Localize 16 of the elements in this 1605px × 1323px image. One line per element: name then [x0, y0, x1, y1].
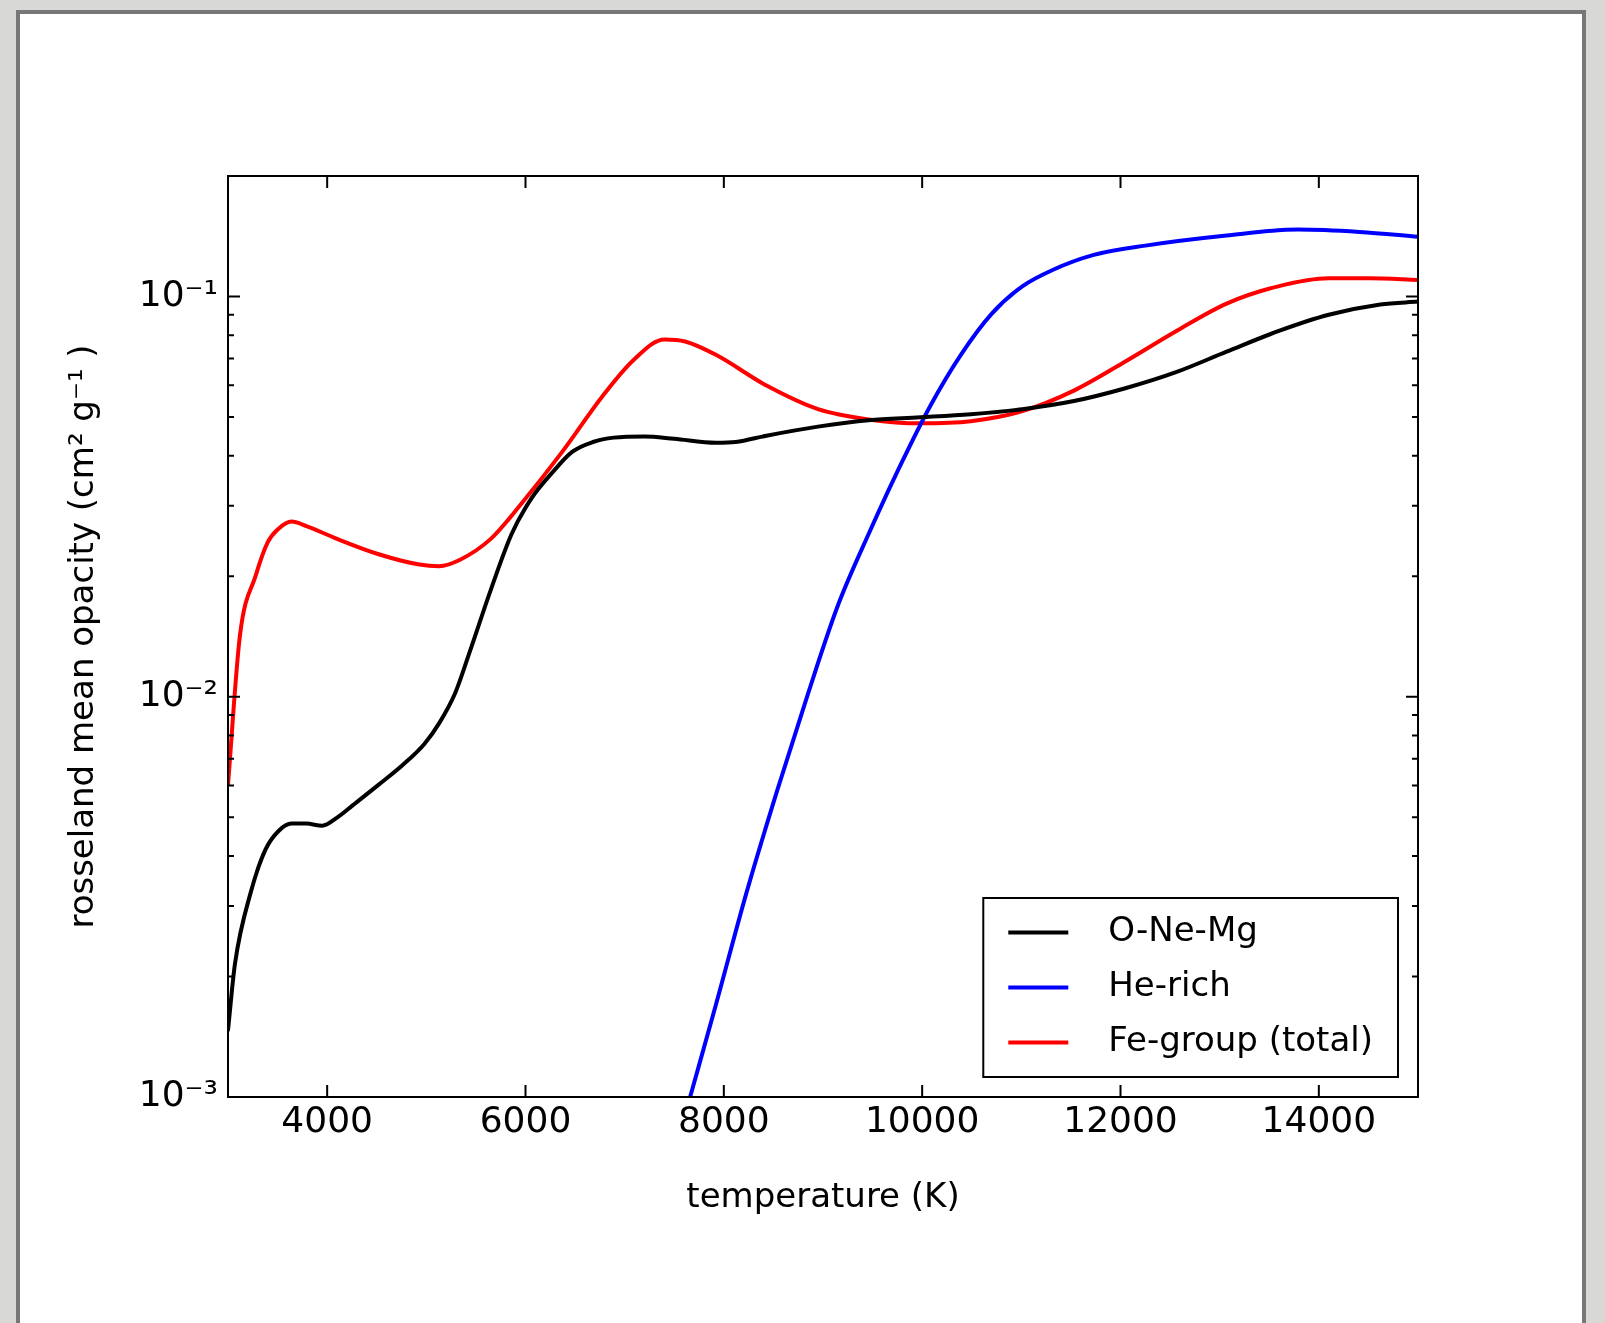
x-tick-label: 6000 — [479, 1098, 572, 1140]
x-tick-label: 12000 — [1063, 1098, 1178, 1140]
y-axis-title: rosseland mean opacity (cm² g⁻¹ ) — [61, 344, 102, 929]
line-series — [228, 276, 1418, 787]
y-tick-label: 10⁻¹ — [138, 272, 218, 314]
legend-label: Fe-group (total) — [1108, 1019, 1374, 1060]
x-axis-title: temperature (K) — [686, 1175, 960, 1216]
x-tick-label: 10000 — [864, 1098, 980, 1140]
x-tick-label: 4000 — [281, 1098, 373, 1140]
y-tick-label: 10⁻² — [138, 673, 218, 715]
x-tick-label: 14000 — [1261, 1098, 1377, 1140]
line-series — [688, 227, 1418, 1097]
legend-label: He-rich — [1108, 964, 1231, 1005]
legend-label: O-Ne-Mg — [1108, 909, 1258, 950]
x-tick-label: 8000 — [678, 1098, 770, 1140]
y-tick-label: 10⁻³ — [138, 1073, 218, 1115]
